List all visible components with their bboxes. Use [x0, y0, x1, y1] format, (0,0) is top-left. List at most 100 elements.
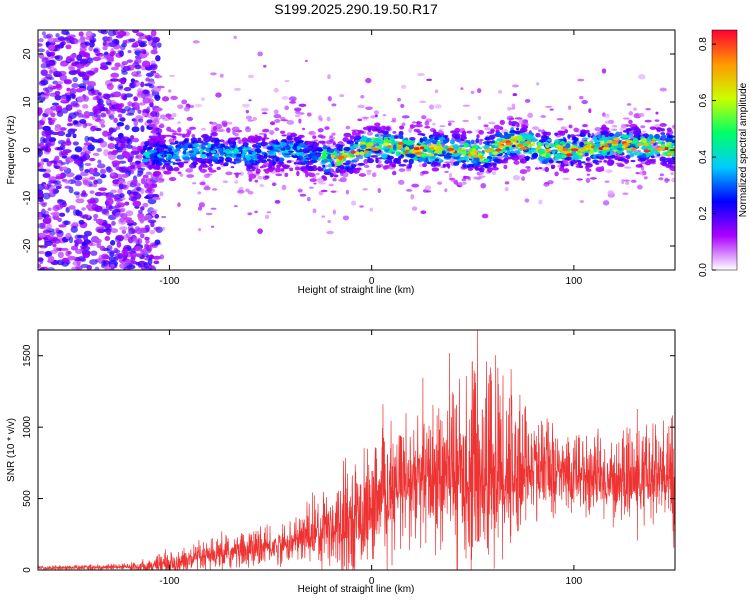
- spectrogram-point: [491, 171, 497, 175]
- spectrogram-point: [110, 66, 119, 71]
- spectrogram-point: [90, 125, 96, 132]
- spectrogram-point: [460, 135, 465, 140]
- spectrogram-point: [447, 120, 456, 123]
- spectrogram-point: [137, 37, 143, 43]
- spectrogram-point: [81, 207, 87, 211]
- spectrogram-point: [280, 147, 286, 151]
- spectrogram-point: [102, 45, 108, 51]
- spectrogram-point: [159, 158, 166, 162]
- spectrogram-point: [314, 142, 320, 146]
- spectrogram-point: [118, 117, 126, 122]
- spectrogram-point: [82, 153, 91, 161]
- spectrogram-point: [38, 213, 42, 218]
- spectrogram-point: [581, 161, 586, 164]
- spectrogram-point: [93, 213, 99, 219]
- spectrogram-point: [298, 103, 307, 108]
- spectrogram-hotspot: [501, 140, 507, 144]
- spectrogram-point: [554, 171, 559, 177]
- spectrogram-point: [111, 160, 121, 166]
- spectrogram-point: [392, 142, 399, 145]
- spectrogram-point: [327, 95, 332, 102]
- spectrogram-point: [136, 173, 142, 177]
- spectrogram-point: [220, 161, 224, 165]
- spectrogram-point: [100, 140, 108, 148]
- spectrogram-point: [117, 83, 124, 91]
- spectrogram-point: [54, 94, 62, 101]
- spectrogram-point: [616, 163, 625, 167]
- spectrogram-point: [649, 158, 657, 161]
- spectrogram-point: [210, 144, 218, 147]
- spectrogram-point: [224, 148, 230, 155]
- colorbar-label: Normalized spectral amplitude: [738, 82, 749, 217]
- spectrogram-hotspot: [397, 141, 404, 145]
- spectrogram-point: [275, 164, 282, 168]
- spectrogram-point: [272, 166, 276, 171]
- spectrogram-point: [173, 137, 177, 141]
- spectrogram-point: [82, 75, 90, 81]
- spectrogram-point: [516, 122, 520, 128]
- spectrogram-point: [114, 62, 121, 68]
- spectrogram-point: [554, 132, 558, 136]
- spectrogram-point: [76, 54, 83, 62]
- spectrogram-point: [63, 79, 73, 85]
- spectrogram-point: [124, 201, 130, 206]
- spectrogram-point: [525, 165, 531, 169]
- spectrogram-point: [145, 177, 153, 182]
- spectrogram-point: [654, 119, 660, 122]
- spectrogram-point: [84, 169, 90, 173]
- spectrogram-point: [302, 127, 306, 131]
- spectrogram-point: [623, 179, 630, 182]
- spectrogram-point: [247, 190, 254, 195]
- spectrogram-point: [45, 91, 51, 97]
- spectrogram-point: [171, 113, 177, 118]
- spectrogram-point: [123, 266, 131, 270]
- spectrogram-point: [275, 156, 280, 162]
- spectrogram-point: [392, 144, 397, 151]
- spectrogram-point: [573, 127, 579, 133]
- spectrogram-point: [145, 239, 150, 244]
- spectrogram-point: [182, 156, 191, 161]
- spectrogram-hotspot: [405, 146, 410, 150]
- spectrogram-point: [49, 119, 56, 124]
- spectrogram-point: [466, 130, 473, 134]
- spectrogram-point: [257, 51, 263, 57]
- spectrogram-point: [586, 158, 590, 161]
- spectrogram-hotspot: [413, 147, 420, 151]
- spectrogram-point: [97, 98, 104, 105]
- spectrogram-point: [169, 74, 176, 77]
- spectrogram-point: [452, 152, 460, 157]
- spectrogram-point: [162, 226, 166, 231]
- spectrogram-point: [87, 80, 96, 88]
- spectrogram-point: [91, 89, 100, 96]
- spectrogram-point: [379, 157, 383, 160]
- spectrogram-point: [579, 200, 584, 203]
- spectrogram-point: [579, 132, 585, 136]
- spectrogram-point: [359, 151, 364, 156]
- spectrogram-hotspot: [446, 147, 455, 151]
- spectrogram-point: [234, 205, 238, 208]
- spectrogram-point: [294, 137, 299, 143]
- spectrogram-point: [75, 210, 83, 217]
- spectrogram-point: [135, 253, 143, 258]
- spectrogram-point: [327, 163, 333, 168]
- spectrogram-point: [425, 118, 433, 123]
- spectrogram-point: [218, 148, 223, 153]
- spectrogram-point: [158, 124, 165, 129]
- spectrogram-point: [401, 84, 407, 89]
- snr-frame: [37, 329, 676, 571]
- spectrogram-y-tick-label: 10: [22, 96, 33, 108]
- spectrogram-point: [92, 152, 100, 156]
- spectrogram-point: [444, 188, 448, 193]
- spectrogram-point: [256, 154, 265, 160]
- spectrogram-point: [145, 77, 150, 82]
- spectrogram-point: [110, 240, 116, 246]
- spectrogram-point: [391, 164, 397, 168]
- spectrogram-point: [600, 166, 605, 171]
- spectrogram-point: [192, 40, 200, 44]
- spectrogram-point: [655, 127, 662, 131]
- spectrogram-point: [119, 50, 125, 57]
- spectrogram-point: [417, 133, 425, 136]
- spectrogram-point: [186, 130, 192, 136]
- spectrogram-point: [132, 137, 140, 143]
- spectrogram-point: [584, 152, 589, 157]
